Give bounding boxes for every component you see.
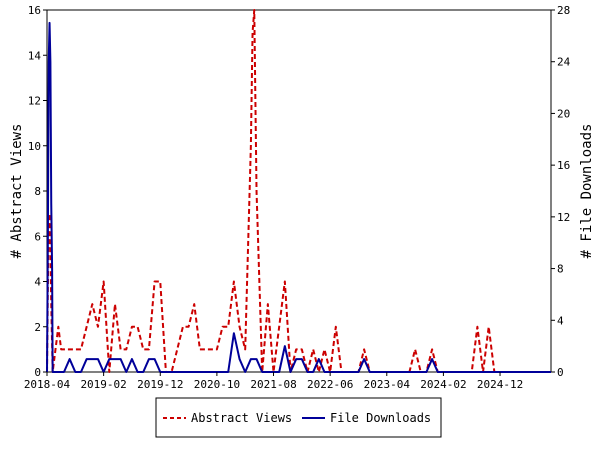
- x-tick-label-0: 2018-04: [24, 378, 71, 391]
- left-tick-label-6: 12: [28, 95, 41, 108]
- left-tick-label-0: 0: [34, 366, 41, 379]
- left-tick-label-1: 2: [34, 321, 41, 334]
- left-tick-label-2: 4: [34, 276, 41, 289]
- left-tick-label-5: 10: [28, 140, 41, 153]
- legend-label-file-downloads: File Downloads: [330, 411, 431, 425]
- x-tick-label-5: 2022-06: [307, 378, 353, 391]
- right-tick-label-2: 8: [557, 263, 564, 276]
- right-tick-label-3: 12: [557, 211, 570, 224]
- x-tick-label-7: 2024-02: [420, 378, 466, 391]
- x-tick-label-3: 2020-10: [194, 378, 240, 391]
- right-tick-label-0: 0: [557, 366, 564, 379]
- x-axis: 2018-04 2019-02 2019-12 2020-10 2021-08 2022-…: [24, 372, 523, 391]
- legend-label-abstract-views: Abstract Views: [191, 411, 292, 425]
- right-axis-title: # File Downloads: [579, 124, 595, 259]
- legend-box: [155, 397, 442, 438]
- x-tick-label-2: 2019-12: [137, 378, 183, 391]
- right-tick-label-1: 4: [557, 314, 564, 327]
- x-tick-label-6: 2023-04: [364, 378, 411, 391]
- right-tick-label-6: 24: [557, 56, 571, 69]
- right-tick-label-7: 28: [557, 4, 570, 17]
- series-layer: [46, 9, 551, 373]
- left-axis: 0 2 4 6 8 10 12 14 16: [28, 4, 47, 379]
- left-tick-label-3: 6: [34, 230, 41, 243]
- x-tick-label-8: 2024-12: [477, 378, 523, 391]
- right-axis: 0 4 8 12 16 20 24 28: [551, 4, 571, 379]
- left-axis-title: # Abstract Views: [9, 124, 25, 259]
- left-tick-label-8: 16: [28, 4, 41, 17]
- left-tick-label-4: 8: [34, 185, 41, 198]
- right-tick-label-4: 16: [557, 159, 570, 172]
- plot-area: [46, 9, 552, 373]
- x-tick-label-1: 2019-02: [80, 378, 126, 391]
- left-tick-label-7: 14: [28, 49, 42, 62]
- series-line-file-downloads: [46, 21, 551, 373]
- right-tick-label-5: 20: [557, 107, 570, 120]
- legend: Abstract Views File Downloads: [155, 397, 442, 438]
- x-tick-label-4: 2021-08: [250, 378, 296, 391]
